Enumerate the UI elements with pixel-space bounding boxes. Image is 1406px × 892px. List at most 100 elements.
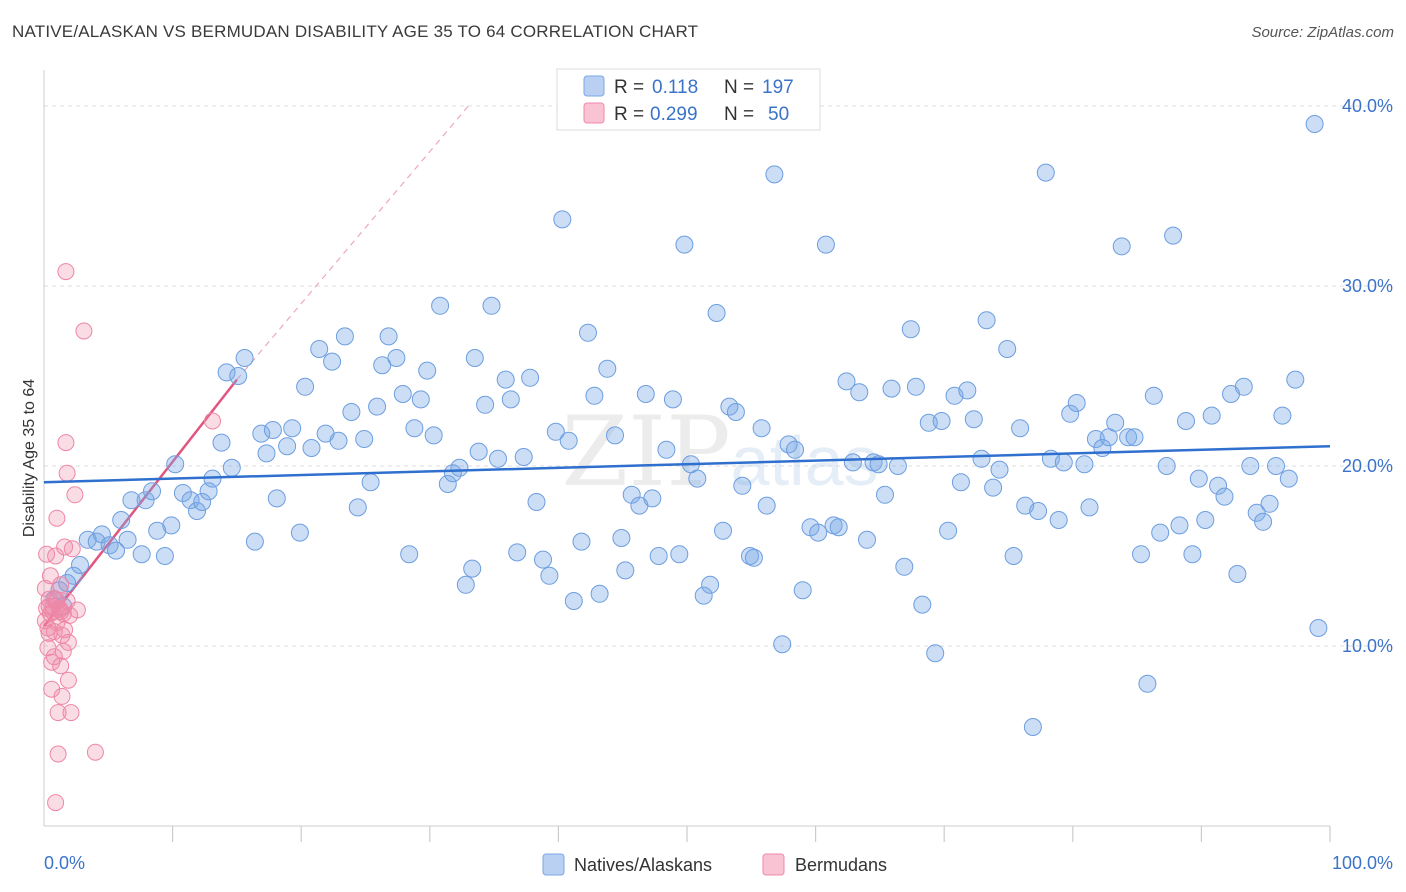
native-point-61: [431, 296, 450, 315]
native-point-31: [235, 349, 254, 367]
native-point-50: [361, 473, 380, 492]
native-point-19: [162, 516, 181, 535]
native-point-119: [809, 523, 828, 542]
native-point-166: [1112, 237, 1131, 256]
bermudan-point-47: [47, 794, 65, 812]
native-point-133: [901, 320, 920, 339]
native-point-62: [438, 475, 457, 493]
native-point-154: [1036, 163, 1055, 182]
x-tick-label-1: 100.0%: [1332, 853, 1393, 873]
native-point-146: [984, 478, 1003, 497]
native-point-18: [155, 547, 174, 565]
native-point-181: [1209, 476, 1228, 495]
native-point-135: [913, 595, 932, 614]
bermudan-point-36: [59, 633, 77, 651]
native-point-141: [951, 473, 970, 492]
series-legend: Natives/Alaskans Bermudans: [542, 853, 887, 876]
native-point-12: [118, 530, 137, 549]
native-point-172: [1151, 523, 1170, 542]
native-point-72: [501, 390, 520, 409]
native-point-34: [257, 444, 276, 463]
native-point-79: [546, 422, 565, 441]
y-tick-label-3: 40.0%: [1342, 96, 1393, 116]
native-point-123: [837, 372, 856, 391]
native-point-11: [112, 511, 131, 529]
native-point-68: [476, 395, 495, 414]
bermudan-point-32: [57, 434, 75, 452]
native-point-131: [888, 457, 907, 475]
native-point-169: [1132, 545, 1150, 564]
native-point-113: [765, 165, 784, 184]
native-point-102: [694, 586, 713, 605]
bottom-legend-swatch-native: [542, 853, 565, 876]
native-point-58: [411, 390, 430, 409]
correlation-legend: R = 0.118 N = 197 R = 0.299 N = 50: [556, 68, 821, 131]
native-point-59: [418, 361, 437, 380]
native-point-37: [278, 437, 297, 456]
native-point-110: [744, 548, 763, 567]
legend-swatch-native: [583, 75, 605, 97]
native-point-15: [136, 491, 155, 510]
chart-title: NATIVE/ALASKAN VS BERMUDAN DISABILITY AG…: [12, 22, 699, 41]
native-point-48: [348, 498, 367, 517]
native-point-125: [850, 383, 869, 402]
native-point-122: [829, 518, 848, 537]
native-point-101: [688, 469, 707, 488]
native-point-192: [1279, 469, 1298, 488]
bermudan-point-20: [49, 704, 67, 722]
native-point-186: [1241, 457, 1260, 475]
native-point-153: [1029, 502, 1048, 520]
y-tick-label-0: 10.0%: [1342, 636, 1393, 656]
x-tick-label-0: 0.0%: [44, 853, 85, 873]
bermudan-point-27: [53, 687, 71, 705]
bermudan-point-37: [59, 671, 77, 689]
native-point-82: [564, 592, 583, 610]
native-point-76: [527, 493, 546, 511]
native-point-174: [1164, 226, 1183, 245]
native-point-108: [733, 476, 752, 495]
native-point-64: [450, 458, 469, 477]
bermudan-points: [36, 263, 221, 812]
native-point-161: [1080, 498, 1099, 517]
native-point-54: [387, 349, 406, 367]
source-credit: Source: ZipAtlas.com: [1251, 24, 1394, 41]
native-point-57: [405, 419, 424, 438]
native-point-105: [714, 521, 732, 540]
native-point-28: [217, 363, 236, 382]
bermudan-trend-extension: [236, 105, 469, 380]
native-point-24: [193, 493, 212, 511]
native-point-71: [496, 370, 515, 389]
native-point-83: [572, 532, 591, 551]
native-point-88: [606, 426, 624, 445]
native-point-148: [998, 340, 1017, 358]
native-point-5: [71, 556, 89, 574]
bermudan-point-15: [45, 648, 63, 666]
native-point-3: [58, 574, 77, 592]
native-point-39: [290, 523, 309, 542]
native-point-176: [1177, 412, 1195, 430]
tick-labels: 10.0% 20.0% 30.0% 40.0% 0.0% 100.0%: [44, 96, 1393, 873]
legend-n-value-1: 197: [762, 77, 794, 98]
native-point-195: [1309, 619, 1328, 637]
axes: [43, 70, 1331, 842]
bermudan-point-49: [40, 597, 58, 615]
native-point-114: [773, 635, 792, 654]
native-trend-line: [43, 444, 1331, 484]
native-point-182: [1215, 487, 1234, 506]
native-point-99: [675, 235, 694, 254]
native-point-132: [895, 557, 914, 576]
native-point-20: [166, 455, 185, 474]
native-point-97: [663, 390, 682, 409]
native-point-170: [1138, 674, 1157, 693]
native-point-157: [1054, 453, 1073, 472]
native-point-23: [188, 502, 206, 520]
native-point-187: [1247, 503, 1266, 522]
bottom-legend-native: Natives/Alaskans: [574, 855, 712, 875]
y-axis-label: Disability Age 35 to 64: [21, 379, 38, 537]
native-point-77: [534, 550, 552, 569]
native-trend: [43, 444, 1331, 484]
native-point-35: [263, 421, 282, 439]
native-point-124: [843, 453, 862, 472]
native-point-36: [267, 489, 286, 508]
